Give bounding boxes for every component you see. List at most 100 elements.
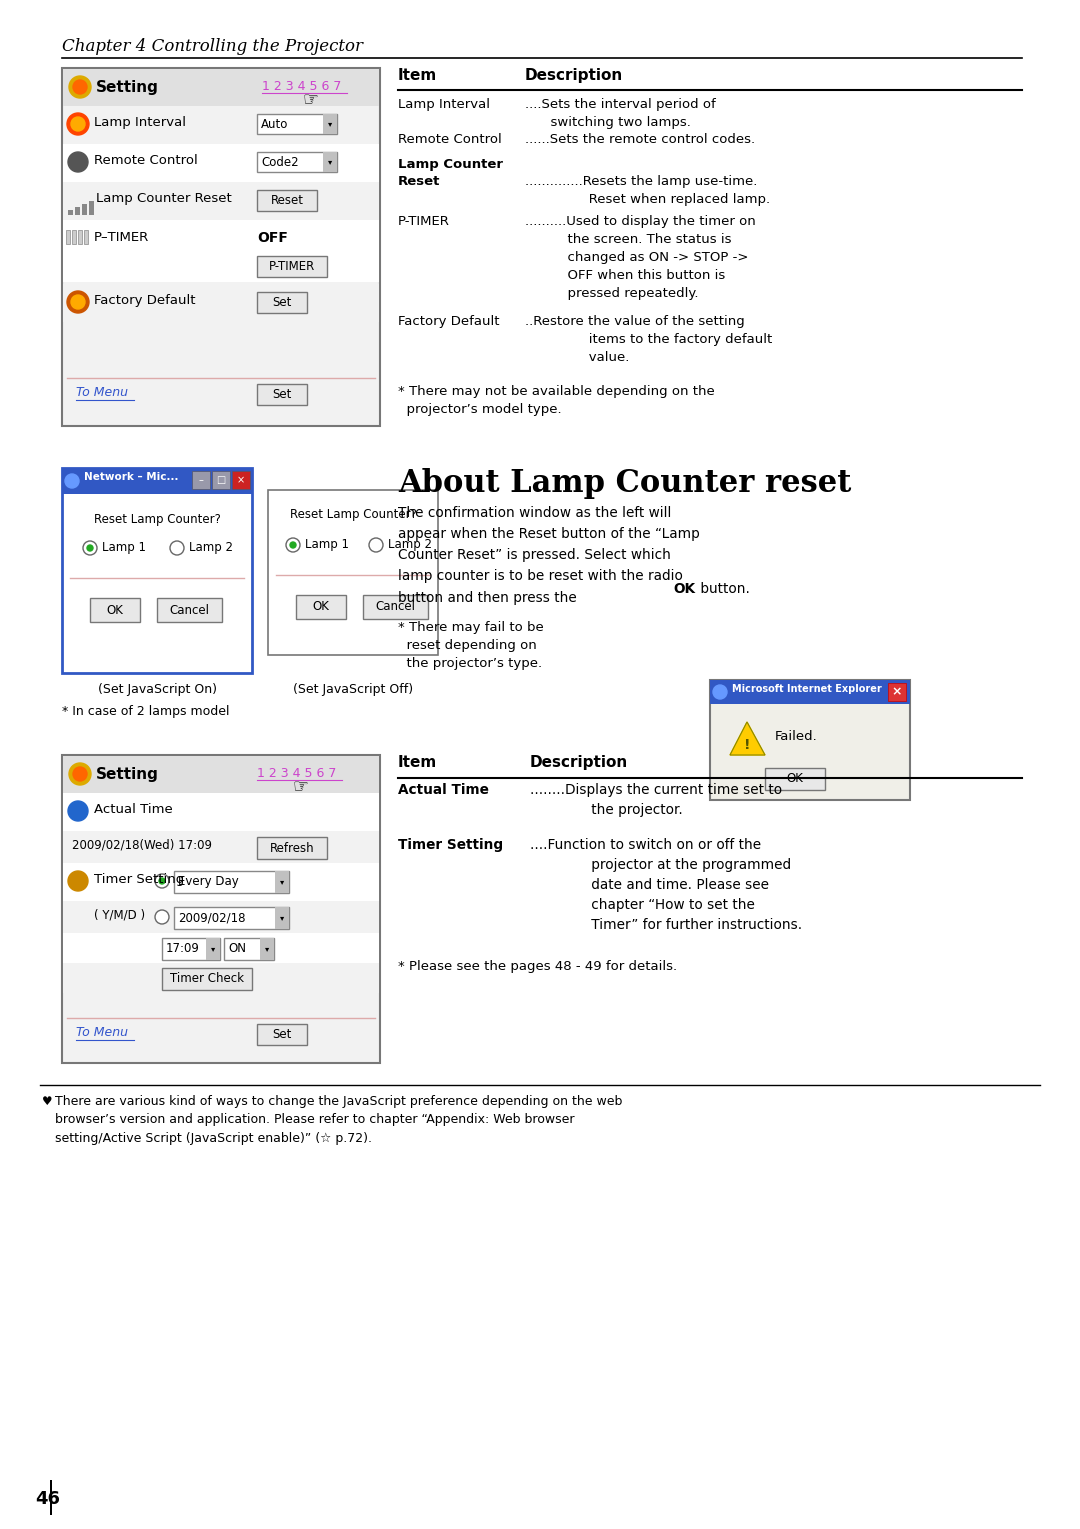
Text: 2009/02/18(Wed) 17:09: 2009/02/18(Wed) 17:09 xyxy=(72,839,212,852)
FancyBboxPatch shape xyxy=(765,768,825,790)
Text: Remote Control: Remote Control xyxy=(399,133,502,145)
Text: OK: OK xyxy=(107,604,123,616)
Text: ..............Resets the lamp use-time.
               Reset when replaced lamp.: ..............Resets the lamp use-time. … xyxy=(525,174,770,206)
Text: 1 2 3 4 5 6 7: 1 2 3 4 5 6 7 xyxy=(257,768,336,780)
Text: Description: Description xyxy=(530,755,629,771)
Circle shape xyxy=(713,685,727,699)
Text: ....Function to switch on or off the
              projector at the programmed
 : ....Function to switch on or off the pro… xyxy=(530,838,802,933)
FancyBboxPatch shape xyxy=(224,937,274,960)
FancyBboxPatch shape xyxy=(232,471,249,489)
FancyBboxPatch shape xyxy=(66,229,70,245)
Text: To Menu: To Menu xyxy=(76,1026,129,1040)
Text: Network – Mic...: Network – Mic... xyxy=(84,472,178,482)
FancyBboxPatch shape xyxy=(888,683,906,700)
Circle shape xyxy=(170,541,184,555)
FancyBboxPatch shape xyxy=(82,203,87,216)
FancyBboxPatch shape xyxy=(68,209,73,216)
Text: OK: OK xyxy=(312,601,329,613)
Text: –: – xyxy=(199,476,203,485)
FancyBboxPatch shape xyxy=(84,229,87,245)
FancyBboxPatch shape xyxy=(257,836,327,859)
FancyBboxPatch shape xyxy=(206,937,220,960)
FancyBboxPatch shape xyxy=(162,968,252,989)
FancyBboxPatch shape xyxy=(63,284,379,323)
Circle shape xyxy=(87,544,93,550)
FancyBboxPatch shape xyxy=(212,471,230,489)
FancyBboxPatch shape xyxy=(63,830,379,862)
Text: Remote Control: Remote Control xyxy=(94,154,198,167)
Text: Refresh: Refresh xyxy=(270,841,314,855)
Text: The confirmation window as the left will
appear when the Reset button of the “La: The confirmation window as the left will… xyxy=(399,506,700,604)
Text: button.: button. xyxy=(696,581,750,596)
Text: Reset Lamp Counter?: Reset Lamp Counter? xyxy=(289,508,417,521)
Text: Lamp Interval: Lamp Interval xyxy=(94,116,186,128)
Circle shape xyxy=(369,538,383,552)
Text: Set: Set xyxy=(272,1027,292,1041)
FancyBboxPatch shape xyxy=(174,907,289,930)
Text: ▾: ▾ xyxy=(280,913,284,922)
Circle shape xyxy=(69,763,91,784)
Text: Code2: Code2 xyxy=(261,156,299,168)
Polygon shape xyxy=(730,722,765,755)
Circle shape xyxy=(67,291,89,313)
FancyBboxPatch shape xyxy=(72,229,76,245)
Text: ......Sets the remote control codes.: ......Sets the remote control codes. xyxy=(525,133,755,145)
Text: Reset: Reset xyxy=(399,174,441,188)
Text: Cancel: Cancel xyxy=(376,601,416,613)
Text: * There may fail to be
  reset depending on
  the projector’s type.: * There may fail to be reset depending o… xyxy=(399,621,543,670)
Circle shape xyxy=(156,910,168,924)
FancyBboxPatch shape xyxy=(62,755,380,1063)
Text: □: □ xyxy=(216,476,226,485)
Text: Timer Setting: Timer Setting xyxy=(399,838,503,852)
Text: !: ! xyxy=(744,739,751,752)
Text: Cancel: Cancel xyxy=(170,604,210,616)
Text: P-TIMER: P-TIMER xyxy=(399,216,450,228)
FancyBboxPatch shape xyxy=(63,252,379,281)
Text: There are various kind of ways to change the JavaScript preference depending on : There are various kind of ways to change… xyxy=(55,1095,622,1145)
Text: Actual Time: Actual Time xyxy=(399,783,489,797)
Circle shape xyxy=(68,151,87,171)
Text: ×: × xyxy=(892,685,902,699)
FancyBboxPatch shape xyxy=(192,471,210,489)
FancyBboxPatch shape xyxy=(63,755,379,794)
FancyBboxPatch shape xyxy=(90,598,140,622)
Text: Lamp Interval: Lamp Interval xyxy=(399,98,490,112)
FancyBboxPatch shape xyxy=(710,680,910,800)
Text: ( Y/M/D ): ( Y/M/D ) xyxy=(94,910,145,922)
Text: OFF: OFF xyxy=(257,231,288,245)
Text: * Please see the pages 48 - 49 for details.: * Please see the pages 48 - 49 for detai… xyxy=(399,960,677,972)
Text: Set: Set xyxy=(272,388,292,401)
FancyBboxPatch shape xyxy=(257,190,318,211)
Text: (Set JavaScript Off): (Set JavaScript Off) xyxy=(293,683,413,696)
FancyBboxPatch shape xyxy=(257,292,307,313)
FancyBboxPatch shape xyxy=(275,872,289,893)
Circle shape xyxy=(68,872,87,891)
Text: To Menu: To Menu xyxy=(76,385,129,399)
FancyBboxPatch shape xyxy=(63,69,379,106)
FancyBboxPatch shape xyxy=(63,901,379,933)
FancyBboxPatch shape xyxy=(63,182,379,220)
Text: Microsoft Internet Explorer: Microsoft Internet Explorer xyxy=(732,683,881,694)
FancyBboxPatch shape xyxy=(363,595,428,619)
Text: ×: × xyxy=(237,476,245,485)
Text: Item: Item xyxy=(399,755,437,771)
Circle shape xyxy=(83,541,97,555)
Text: ▾: ▾ xyxy=(328,119,333,128)
Text: ▾: ▾ xyxy=(280,878,284,887)
FancyBboxPatch shape xyxy=(75,206,80,216)
Text: OK: OK xyxy=(673,581,696,596)
Circle shape xyxy=(65,474,79,488)
Text: Failed.: Failed. xyxy=(775,729,818,743)
Circle shape xyxy=(73,80,87,93)
Text: Reset Lamp Counter?: Reset Lamp Counter? xyxy=(94,514,220,526)
Text: P–TIMER: P–TIMER xyxy=(94,231,149,245)
Text: Factory Default: Factory Default xyxy=(399,315,499,329)
Circle shape xyxy=(73,768,87,781)
FancyBboxPatch shape xyxy=(257,384,307,405)
FancyBboxPatch shape xyxy=(323,115,337,135)
FancyBboxPatch shape xyxy=(710,680,910,703)
Text: OK: OK xyxy=(786,772,804,786)
Text: ON: ON xyxy=(228,942,246,956)
FancyBboxPatch shape xyxy=(62,468,252,494)
Text: ..........Used to display the timer on
          the screen. The status is
     : ..........Used to display the timer on t… xyxy=(525,216,756,300)
